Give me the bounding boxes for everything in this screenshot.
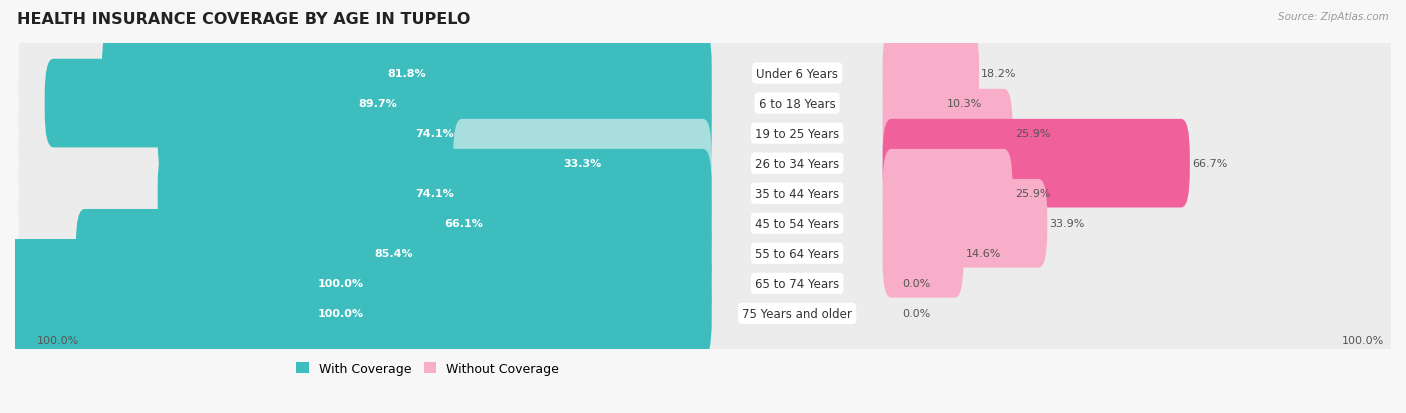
Text: 33.9%: 33.9% <box>1049 219 1085 229</box>
Text: Under 6 Years: Under 6 Years <box>756 67 838 81</box>
FancyBboxPatch shape <box>883 209 963 298</box>
FancyBboxPatch shape <box>0 240 711 328</box>
Text: 18.2%: 18.2% <box>981 69 1017 79</box>
FancyBboxPatch shape <box>157 150 711 238</box>
Text: 0.0%: 0.0% <box>903 279 931 289</box>
Text: 89.7%: 89.7% <box>359 99 398 109</box>
FancyBboxPatch shape <box>157 90 711 178</box>
Legend: With Coverage, Without Coverage: With Coverage, Without Coverage <box>291 357 564 380</box>
Text: 74.1%: 74.1% <box>415 189 454 199</box>
FancyBboxPatch shape <box>453 119 711 208</box>
FancyBboxPatch shape <box>18 15 1406 133</box>
Text: 10.3%: 10.3% <box>946 99 983 109</box>
Text: 55 to 64 Years: 55 to 64 Years <box>755 247 839 260</box>
Text: 100.0%: 100.0% <box>318 309 364 318</box>
Text: 45 to 54 Years: 45 to 54 Years <box>755 217 839 230</box>
FancyBboxPatch shape <box>883 30 979 118</box>
FancyBboxPatch shape <box>18 75 1406 192</box>
FancyBboxPatch shape <box>883 59 945 148</box>
FancyBboxPatch shape <box>18 165 1406 282</box>
FancyBboxPatch shape <box>18 45 1406 163</box>
Text: 33.3%: 33.3% <box>564 159 602 169</box>
FancyBboxPatch shape <box>883 150 1012 238</box>
Text: 25.9%: 25.9% <box>1015 129 1050 139</box>
Text: 81.8%: 81.8% <box>388 69 426 79</box>
Text: 6 to 18 Years: 6 to 18 Years <box>759 97 835 110</box>
Text: 100.0%: 100.0% <box>1341 336 1384 346</box>
FancyBboxPatch shape <box>18 195 1406 312</box>
FancyBboxPatch shape <box>18 225 1406 342</box>
Text: HEALTH INSURANCE COVERAGE BY AGE IN TUPELO: HEALTH INSURANCE COVERAGE BY AGE IN TUPE… <box>17 12 470 27</box>
FancyBboxPatch shape <box>101 30 711 118</box>
FancyBboxPatch shape <box>883 90 1012 178</box>
FancyBboxPatch shape <box>883 180 1047 268</box>
FancyBboxPatch shape <box>45 59 711 148</box>
Text: 85.4%: 85.4% <box>374 249 413 259</box>
Text: 14.6%: 14.6% <box>966 249 1001 259</box>
FancyBboxPatch shape <box>18 105 1406 223</box>
Text: 35 to 44 Years: 35 to 44 Years <box>755 187 839 200</box>
Text: 75 Years and older: 75 Years and older <box>742 307 852 320</box>
Text: 66.1%: 66.1% <box>444 219 484 229</box>
Text: 26 to 34 Years: 26 to 34 Years <box>755 157 839 170</box>
Text: 100.0%: 100.0% <box>37 336 79 346</box>
FancyBboxPatch shape <box>76 209 711 298</box>
FancyBboxPatch shape <box>18 135 1406 252</box>
Text: 100.0%: 100.0% <box>318 279 364 289</box>
Text: 0.0%: 0.0% <box>903 309 931 318</box>
Text: 66.7%: 66.7% <box>1192 159 1227 169</box>
FancyBboxPatch shape <box>883 119 1189 208</box>
FancyBboxPatch shape <box>0 269 711 358</box>
FancyBboxPatch shape <box>18 255 1406 373</box>
Text: 19 to 25 Years: 19 to 25 Years <box>755 127 839 140</box>
Text: 25.9%: 25.9% <box>1015 189 1050 199</box>
Text: 65 to 74 Years: 65 to 74 Years <box>755 277 839 290</box>
FancyBboxPatch shape <box>215 180 711 268</box>
Text: 74.1%: 74.1% <box>415 129 454 139</box>
Text: Source: ZipAtlas.com: Source: ZipAtlas.com <box>1278 12 1389 22</box>
